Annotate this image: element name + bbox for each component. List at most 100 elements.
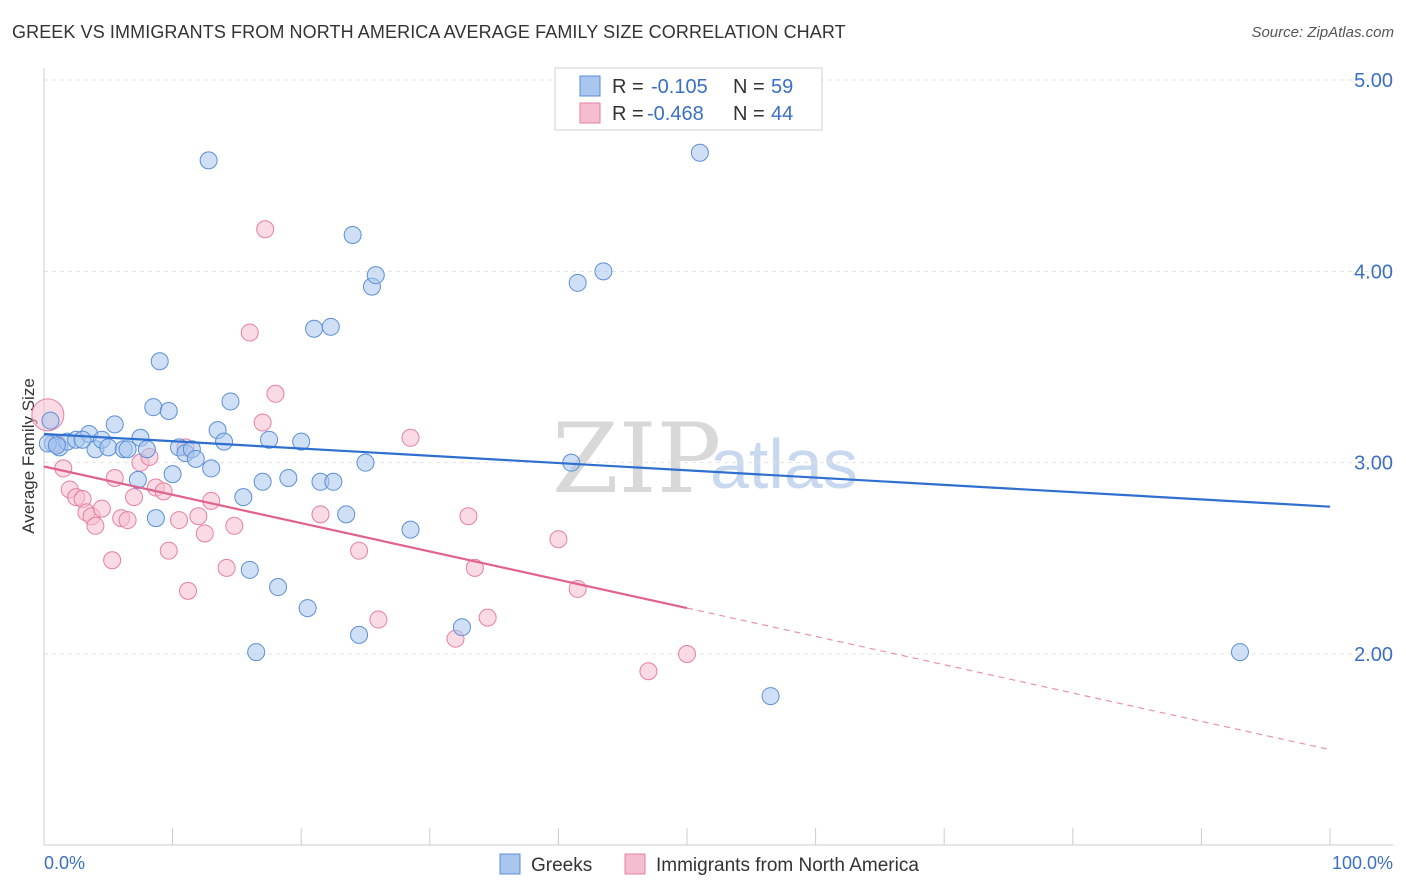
immigrant-point (170, 511, 189, 530)
immigrant-point (189, 507, 208, 526)
greek-point (73, 430, 92, 449)
legend-n-value-greeks: 59 (771, 76, 793, 98)
immigrant-point (253, 413, 272, 432)
immigrant-point (86, 516, 105, 535)
immigrant-point (401, 428, 420, 447)
greek-point (144, 398, 163, 417)
greek-point (366, 266, 385, 285)
legend-n-label-greeks: N = (733, 76, 765, 98)
greek-point (99, 438, 118, 457)
immigrant-point (159, 541, 178, 560)
greek-point (279, 468, 298, 487)
greeks-trend-line (43, 432, 1331, 508)
immigrant-point (118, 511, 137, 530)
immigrant-point (225, 516, 244, 535)
greek-point (401, 520, 420, 539)
greek-point (146, 509, 165, 528)
bottom-legend-swatch-immigrants (624, 853, 646, 875)
greek-point (234, 488, 253, 507)
axes (43, 68, 1393, 846)
greek-point (260, 430, 279, 449)
legend-n-label-immigrants: N = (733, 103, 765, 125)
y-tick-label: 4.00 (1354, 261, 1393, 283)
legend-r-value-immigrants: -0.468 (647, 103, 704, 125)
y-tick-labels: 2.00 3.00 4.00 5.00 (1354, 70, 1393, 666)
legend-swatch-immigrants (579, 102, 601, 124)
immigrant-point (465, 558, 484, 577)
greek-point (105, 415, 124, 434)
watermark-atlas: atlas (710, 425, 858, 503)
trend-lines (43, 432, 1331, 751)
greek-point (47, 436, 66, 455)
greek-point (292, 432, 311, 451)
greek-point (221, 392, 240, 411)
greek-point (452, 618, 471, 637)
legend-r-label-immigrants: R = (612, 103, 644, 125)
greek-point (186, 449, 205, 468)
bottom-legend-greeks: Greeks (531, 855, 592, 876)
immigrants-trend-line-extension (686, 607, 1331, 751)
immigrant-point (92, 499, 111, 518)
chart-title: GREEK VS IMMIGRANTS FROM NORTH AMERICA A… (12, 22, 846, 42)
y-tick-label: 5.00 (1354, 70, 1393, 92)
watermark-zip: ZIP (552, 403, 721, 515)
greek-point (137, 440, 156, 459)
greek-point (150, 352, 169, 371)
immigrant-point (678, 645, 696, 663)
x-tick-label-min: 0.0% (44, 853, 85, 873)
greek-point (240, 560, 259, 579)
greek-point (202, 459, 221, 478)
bottom-legend-swatch-greeks (499, 853, 521, 875)
legend-r-value-greeks: -0.105 (651, 76, 708, 98)
greek-points (38, 143, 1249, 706)
immigrant-point (369, 610, 388, 629)
immigrant-point (125, 488, 144, 507)
greek-point (350, 625, 369, 644)
greek-point (253, 472, 272, 491)
immigrant-point (311, 505, 330, 524)
immigrant-point (459, 507, 478, 526)
legend-swatch-greeks (579, 75, 601, 97)
immigrant-point (256, 220, 275, 239)
greek-point (305, 319, 324, 338)
legend-box: R = -0.105 N = 59 R = -0.468 N = 44 (554, 67, 823, 131)
x-ticks (43, 828, 1331, 845)
x-tick-label-max: 100.0% (1332, 853, 1393, 873)
greek-point (337, 505, 356, 524)
immigrant-point (217, 558, 236, 577)
greek-point (356, 453, 375, 472)
immigrant-point (179, 581, 198, 600)
greek-point (1230, 643, 1249, 662)
greek-point (761, 687, 780, 706)
greek-point (298, 599, 317, 618)
greek-point (118, 440, 137, 459)
immigrant-point (266, 384, 285, 403)
immigrant-point (103, 551, 122, 570)
greek-point (343, 225, 362, 244)
legend-r-label-greeks: R = (612, 76, 644, 98)
immigrant-point (195, 524, 214, 543)
immigrant-point (549, 530, 568, 549)
greek-point (128, 470, 147, 489)
bottom-legend: Greeks Immigrants from North America (499, 853, 919, 876)
greek-point (247, 643, 266, 662)
immigrant-point (639, 662, 658, 681)
y-tick-label: 2.00 (1354, 644, 1393, 666)
immigrants-trend-line (43, 465, 688, 610)
greek-point (321, 317, 340, 336)
greek-point (568, 273, 587, 292)
y-tick-label: 3.00 (1354, 453, 1393, 475)
greek-point (594, 262, 613, 281)
immigrant-point (350, 541, 369, 560)
source-label: Source: ZipAtlas.com (1251, 24, 1394, 41)
y-axis-label: Average Family Size (19, 378, 38, 534)
legend-n-value-immigrants: 44 (771, 103, 793, 125)
bottom-legend-immigrants: Immigrants from North America (656, 855, 919, 876)
immigrant-point (478, 608, 497, 627)
greek-point (324, 472, 343, 491)
greek-point (690, 143, 709, 162)
greek-point (215, 432, 234, 451)
greek-point (269, 578, 288, 597)
immigrant-point (240, 323, 259, 342)
